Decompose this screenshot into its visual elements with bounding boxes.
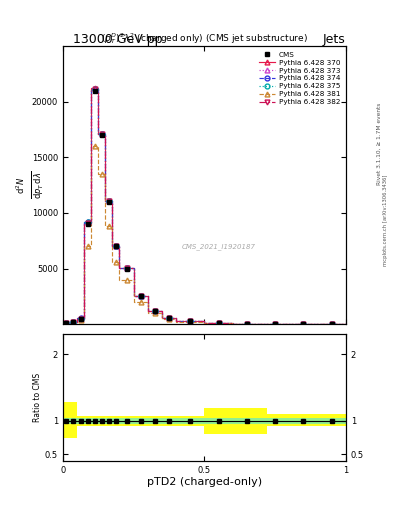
Y-axis label: $\mathrm{d}^2N$
$\overline{\mathrm{d}p_T\,\mathrm{d}\lambda}$: $\mathrm{d}^2N$ $\overline{\mathrm{d}p_T… [15,171,46,199]
Text: Jets: Jets [323,33,346,46]
CMS [244,321,249,327]
Text: 13000 GeV pp: 13000 GeV pp [73,33,163,46]
CMS [71,319,76,325]
CMS [138,293,143,300]
Title: $(p_T^D)^2\lambda_0^2$ (charged only) (CMS jet substructure): $(p_T^D)^2\lambda_0^2$ (charged only) (C… [101,31,308,46]
CMS [124,266,129,272]
CMS [78,315,83,322]
CMS [301,321,306,327]
CMS [329,321,334,327]
CMS [167,314,171,321]
Line: CMS: CMS [64,88,334,327]
CMS [188,318,193,324]
Text: CMS_2021_I1920187: CMS_2021_I1920187 [182,243,255,250]
CMS [152,308,157,314]
Legend: CMS, Pythia 6.428 370, Pythia 6.428 373, Pythia 6.428 374, Pythia 6.428 375, Pyt: CMS, Pythia 6.428 370, Pythia 6.428 373,… [257,50,342,107]
CMS [85,221,90,227]
CMS [99,132,104,138]
Text: Rivet 3.1.10, ≥ 1.7M events: Rivet 3.1.10, ≥ 1.7M events [377,102,382,184]
X-axis label: pTD2 (charged-only): pTD2 (charged-only) [147,477,262,487]
CMS [107,199,111,205]
CMS [216,319,221,326]
CMS [64,320,69,326]
Text: mcplots.cern.ch [arXiv:1306.3436]: mcplots.cern.ch [arXiv:1306.3436] [384,175,388,266]
CMS [114,243,118,249]
CMS [273,321,277,327]
Y-axis label: Ratio to CMS: Ratio to CMS [33,373,42,422]
CMS [92,88,97,94]
